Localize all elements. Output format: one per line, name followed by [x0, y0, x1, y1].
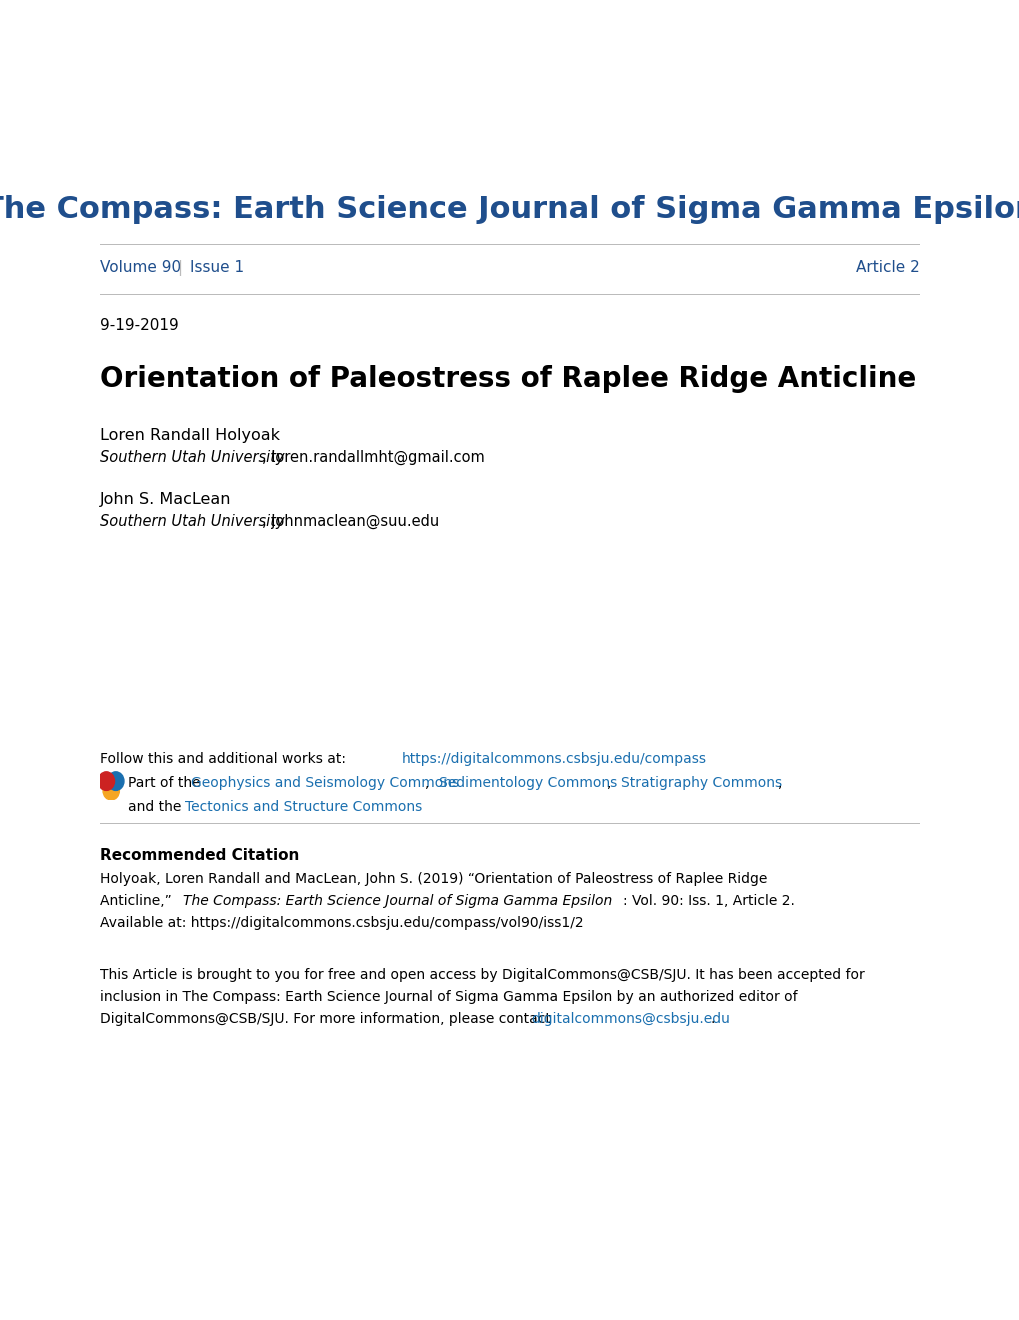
Circle shape	[108, 772, 124, 791]
Text: DigitalCommons@CSB/SJU. For more information, please contact: DigitalCommons@CSB/SJU. For more informa…	[100, 1012, 554, 1026]
Text: Tectonics and Structure Commons: Tectonics and Structure Commons	[184, 800, 422, 814]
Text: Part of the: Part of the	[127, 776, 205, 789]
Text: Southern Utah University: Southern Utah University	[100, 450, 284, 465]
Text: and the: and the	[127, 800, 185, 814]
Circle shape	[98, 772, 114, 791]
Text: This Article is brought to you for free and open access by DigitalCommons@CSB/SJ: This Article is brought to you for free …	[100, 968, 864, 982]
Text: Anticline,”: Anticline,”	[100, 894, 176, 908]
Text: Follow this and additional works at:: Follow this and additional works at:	[100, 752, 351, 766]
Text: Southern Utah University: Southern Utah University	[100, 513, 284, 529]
Text: The Compass: Earth Science Journal of Sigma Gamma Epsilon: The Compass: Earth Science Journal of Si…	[0, 195, 1019, 224]
Text: , johnmaclean@suu.edu: , johnmaclean@suu.edu	[262, 513, 439, 529]
Text: inclusion in The Compass: Earth Science Journal of Sigma Gamma Epsilon by an aut: inclusion in The Compass: Earth Science …	[100, 990, 797, 1005]
Text: Sedimentology Commons: Sedimentology Commons	[438, 776, 616, 789]
Text: , loren.randallmht@gmail.com: , loren.randallmht@gmail.com	[262, 450, 484, 465]
Text: ,: ,	[425, 776, 433, 789]
Text: digitalcommons@csbsju.edu: digitalcommons@csbsju.edu	[531, 1012, 730, 1026]
Text: Geophysics and Seismology Commons: Geophysics and Seismology Commons	[191, 776, 459, 789]
Text: The Compass: Earth Science Journal of Sigma Gamma Epsilon: The Compass: Earth Science Journal of Si…	[182, 894, 611, 908]
Text: Issue 1: Issue 1	[190, 260, 244, 275]
Text: Recommended Citation: Recommended Citation	[100, 847, 300, 863]
Text: ,: ,	[777, 776, 782, 789]
Text: Orientation of Paleostress of Raplee Ridge Anticline: Orientation of Paleostress of Raplee Rid…	[100, 366, 915, 393]
Text: Loren Randall Holyoak: Loren Randall Holyoak	[100, 428, 280, 444]
Text: Holyoak, Loren Randall and MacLean, John S. (2019) “Orientation of Paleostress o: Holyoak, Loren Randall and MacLean, John…	[100, 873, 766, 886]
Text: .: .	[709, 1012, 713, 1026]
Text: Available at: https://digitalcommons.csbsju.edu/compass/vol90/iss1/2: Available at: https://digitalcommons.csb…	[100, 916, 583, 931]
Text: |: |	[177, 260, 182, 276]
Text: Article 2: Article 2	[855, 260, 919, 275]
Circle shape	[103, 781, 119, 800]
Text: ,: ,	[606, 776, 615, 789]
Text: Volume 90: Volume 90	[100, 260, 181, 275]
Text: : Vol. 90: Iss. 1, Article 2.: : Vol. 90: Iss. 1, Article 2.	[623, 894, 794, 908]
Text: https://digitalcommons.csbsju.edu/compass: https://digitalcommons.csbsju.edu/compas…	[401, 752, 706, 766]
Text: 9-19-2019: 9-19-2019	[100, 318, 178, 333]
Text: John S. MacLean: John S. MacLean	[100, 492, 231, 507]
Text: Stratigraphy Commons: Stratigraphy Commons	[621, 776, 782, 789]
